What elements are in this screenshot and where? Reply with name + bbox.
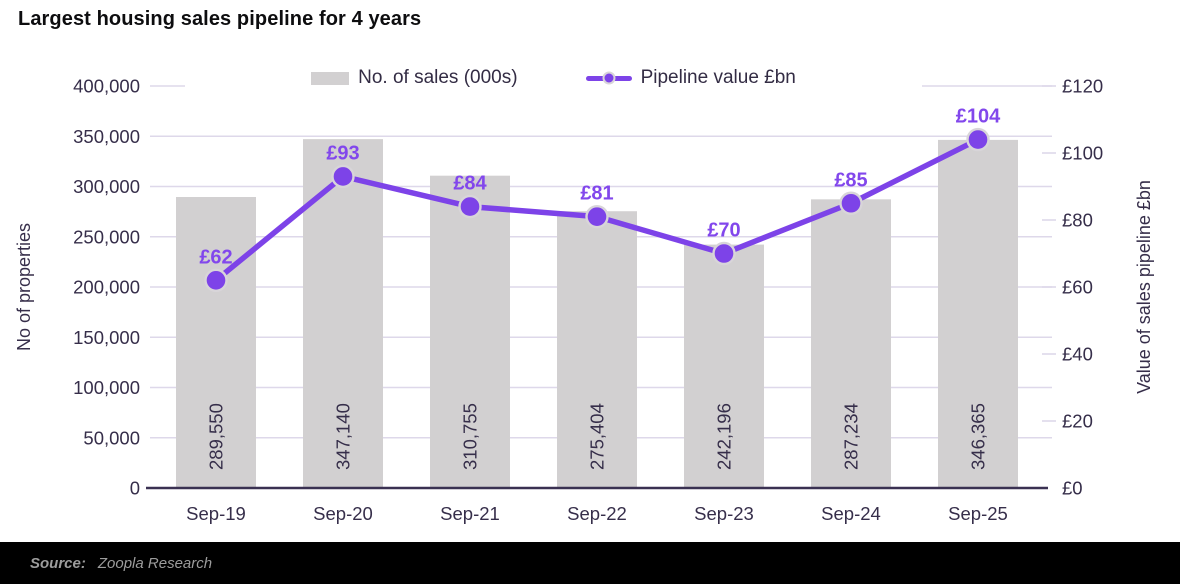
left-axis-tick-label: 0 xyxy=(130,478,140,499)
bar-value-label: 242,196 xyxy=(714,403,735,470)
left-axis-tick-label: 100,000 xyxy=(73,377,140,398)
x-axis-label: Sep-22 xyxy=(567,503,627,524)
right-axis-tick-label: £100 xyxy=(1062,143,1103,164)
line-point xyxy=(331,164,355,189)
source-value: Zoopla Research xyxy=(97,554,213,572)
chart-canvas: 289,550 347,140 310,755 275,404 242,196 287,2… xyxy=(14,76,1154,525)
left-axis-tick-label: 300,000 xyxy=(73,176,140,197)
line-point xyxy=(458,194,482,219)
x-axis-label: Sep-21 xyxy=(440,503,500,524)
page-title: Largest housing sales pipeline for 4 yea… xyxy=(18,8,422,30)
source-label: Source: xyxy=(30,554,86,572)
left-axis-title: No of properties xyxy=(14,223,34,351)
right-axis-tick-label: £60 xyxy=(1062,277,1093,298)
line-value-label: £104 xyxy=(956,106,1001,128)
line-value-label: £85 xyxy=(834,169,867,191)
left-axis-tick-label: 350,000 xyxy=(73,126,140,147)
line-marker-icon xyxy=(585,70,632,86)
bar-swatch-icon xyxy=(311,71,350,85)
bar-value-label: 347,140 xyxy=(333,403,354,470)
legend: No. of sales (000s) Pipeline value £bn xyxy=(185,56,922,100)
bar xyxy=(938,139,1018,488)
x-axis-label: Sep-20 xyxy=(313,503,373,524)
x-axis-label: Sep-19 xyxy=(186,503,246,524)
legend-item-pipeline: Pipeline value £bn xyxy=(585,67,796,89)
legend-label-pipeline: Pipeline value £bn xyxy=(640,67,796,88)
bar xyxy=(430,175,510,488)
right-axis-tick-label: £20 xyxy=(1062,411,1093,432)
bar-value-label: 289,550 xyxy=(206,403,227,470)
bar-value-label: 346,365 xyxy=(968,403,989,470)
bar xyxy=(176,197,256,488)
left-axis-tick-label: 250,000 xyxy=(73,226,140,247)
bar xyxy=(811,199,891,488)
legend-item-sales: No. of sales (000s) xyxy=(311,67,518,89)
line-value-label: £93 xyxy=(326,142,359,164)
right-axis-tick-label: £80 xyxy=(1062,210,1093,231)
bar xyxy=(684,244,764,488)
bar-value-label: 310,755 xyxy=(460,403,481,470)
line-value-label: £70 xyxy=(707,220,740,242)
bar xyxy=(557,211,637,488)
legend-label-sales: No. of sales (000s) xyxy=(358,67,518,88)
line-point xyxy=(966,127,990,152)
left-axis-tick-label: 150,000 xyxy=(73,327,140,348)
line-value-label: £84 xyxy=(453,173,487,195)
line-point xyxy=(204,268,228,292)
line-point xyxy=(839,191,863,215)
x-axis-label: Sep-23 xyxy=(694,503,754,524)
line-point xyxy=(585,204,609,229)
right-axis-tick-label: £0 xyxy=(1062,478,1083,499)
x-axis-label: Sep-25 xyxy=(948,503,1008,524)
line-value-label: £81 xyxy=(580,183,613,205)
line-marker-dot xyxy=(602,71,616,85)
bar-value-label: 275,404 xyxy=(587,403,608,470)
line-value-label: £62 xyxy=(199,246,232,268)
source-bar: Source: Zoopla Research xyxy=(0,542,1180,584)
x-axis-label: Sep-24 xyxy=(821,503,881,524)
right-axis-title: Value of sales pipeline £bn xyxy=(1134,180,1154,394)
bar-value-label: 287,234 xyxy=(841,403,862,470)
left-axis-tick-label: 400,000 xyxy=(73,76,140,97)
left-axis-tick-label: 50,000 xyxy=(83,427,140,448)
line-point xyxy=(712,241,736,266)
left-axis-tick-label: 200,000 xyxy=(73,277,140,298)
right-axis-tick-label: £120 xyxy=(1062,76,1103,97)
right-axis-tick-label: £40 xyxy=(1062,344,1093,365)
